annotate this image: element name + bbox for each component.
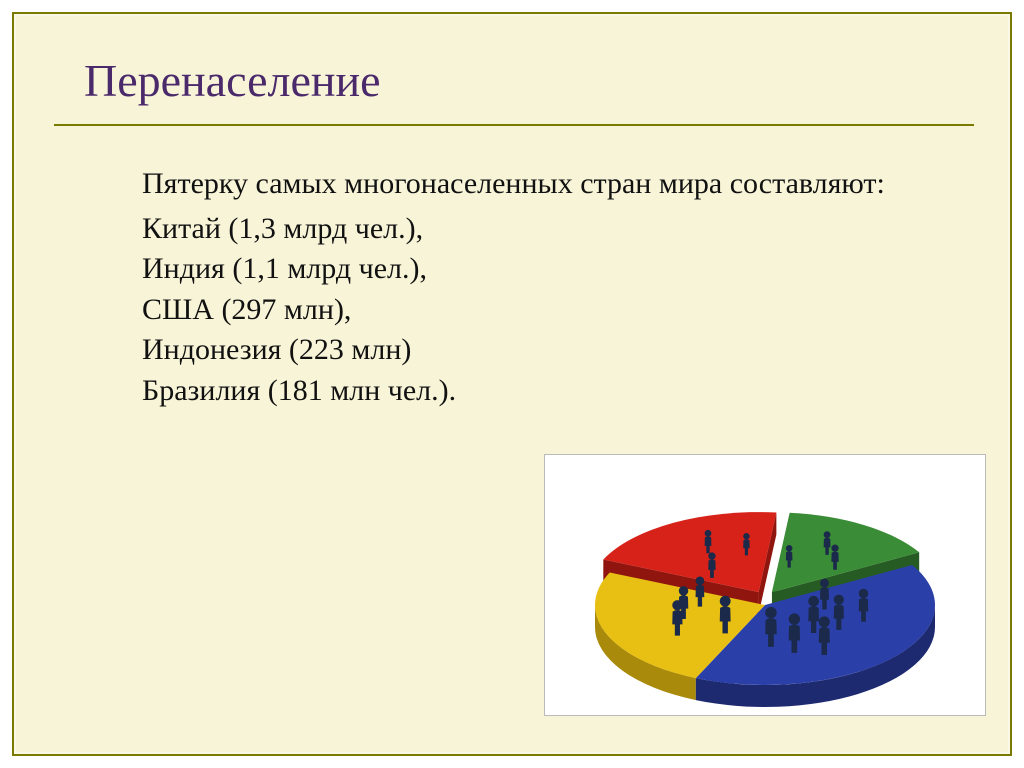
slide-frame: Перенаселение Пятерку самых многонаселен… <box>12 12 1012 756</box>
body-item-4: Бразилия (181 млн чел.). <box>94 371 944 412</box>
body-item-2: США (297 млн), <box>94 290 944 331</box>
body-item-3: Индонезия (223 млн) <box>94 330 944 371</box>
body-intro: Пятерку самых многонаселенных стран мира… <box>94 164 944 205</box>
body-text: Пятерку самых многонаселенных стран мира… <box>94 164 944 411</box>
title-underline <box>54 124 974 126</box>
pie-chart <box>544 454 986 716</box>
page-title: Перенаселение <box>84 54 381 107</box>
body-item-1: Индия (1,1 млрд чел.), <box>94 249 944 290</box>
body-item-0: Китай (1,3 млрд чел.), <box>94 209 944 250</box>
